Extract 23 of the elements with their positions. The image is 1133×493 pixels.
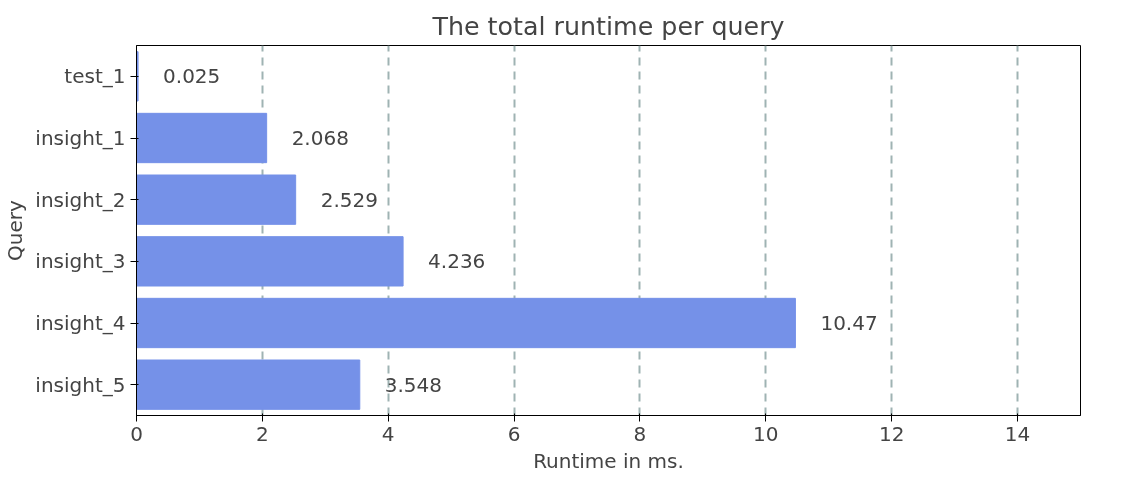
x-tick-label: 4 xyxy=(381,421,395,446)
y-tick-label: test_1 xyxy=(64,64,126,89)
data-label: 10.47 xyxy=(820,311,878,335)
x-tick-label: 8 xyxy=(633,421,647,446)
y-axis-title: Query xyxy=(3,199,28,261)
y-tick-label: insight_4 xyxy=(35,311,126,335)
data-label: 3.548 xyxy=(384,372,443,397)
x-tick-label: 14 xyxy=(1004,421,1031,446)
x-tick-label: 2 xyxy=(256,421,269,446)
chart-title: The total runtime per query xyxy=(431,10,785,41)
data-label: 2.529 xyxy=(320,187,378,212)
data-label: 4.236 xyxy=(428,249,486,274)
y-tick-label: insight_5 xyxy=(35,372,126,397)
y-tick-label: insight_1 xyxy=(35,126,126,150)
data-label: 0.025 xyxy=(163,64,221,89)
x-axis-title: Runtime in ms. xyxy=(533,448,684,473)
y-tick-label: insight_2 xyxy=(35,187,126,212)
x-tick-label: 0 xyxy=(130,421,143,446)
x-tick-label: 12 xyxy=(878,421,905,446)
data-label: 2.068 xyxy=(291,126,349,150)
x-tick-label: 6 xyxy=(507,421,521,446)
y-tick-label: insight_3 xyxy=(35,249,126,274)
x-tick-label: 10 xyxy=(753,421,779,446)
